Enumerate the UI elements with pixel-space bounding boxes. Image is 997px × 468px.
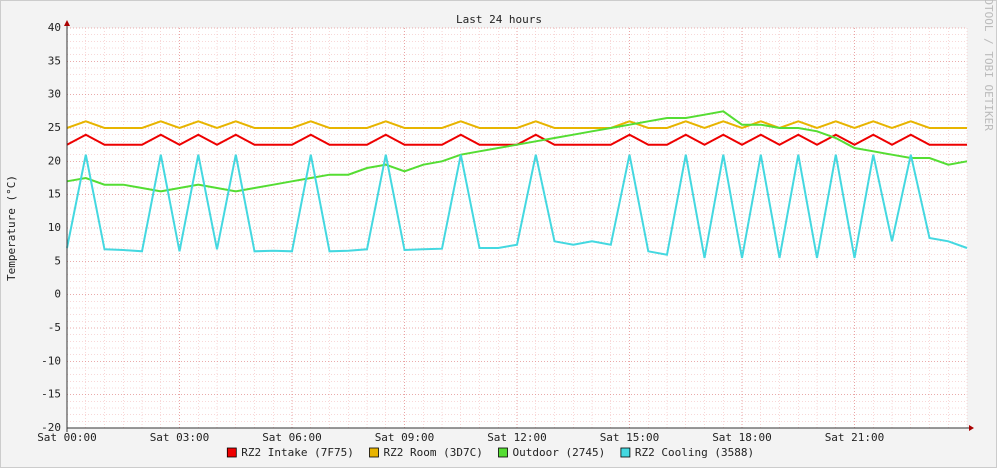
y-tick-label: 20 — [48, 154, 61, 167]
x-tick-label: Sat 09:00 — [375, 431, 435, 444]
y-tick-label: 15 — [48, 188, 61, 201]
x-tick-label: Sat 18:00 — [712, 431, 772, 444]
legend-swatch — [620, 447, 631, 458]
y-axis-label: Temperature (°C) — [5, 175, 18, 281]
x-tick-label: Sat 12:00 — [487, 431, 547, 444]
series-line — [66, 110, 968, 193]
grid — [66, 27, 968, 429]
y-tick-label: 35 — [48, 54, 61, 67]
legend-swatch — [498, 447, 508, 458]
y-tick-label: -5 — [48, 321, 61, 334]
legend-swatch — [226, 447, 237, 458]
y-arrow — [64, 20, 70, 26]
x-tick-label: Sat 15:00 — [600, 431, 660, 444]
legend-label: RZ2 Intake (7F75) — [241, 446, 354, 459]
legend-swatch — [369, 447, 379, 458]
legend-label: RZ2 Cooling (3588) — [635, 446, 754, 459]
x-tick-label: Sat 06:00 — [262, 431, 322, 444]
lines — [66, 110, 968, 259]
y-tick-label: 0 — [54, 288, 61, 301]
series-line — [66, 154, 968, 259]
y-tick-label: -10 — [41, 354, 61, 367]
x-arrow — [969, 425, 974, 431]
y-tick-label: 5 — [54, 254, 61, 267]
y-tick-label: -15 — [41, 388, 61, 401]
x-tick-label: Sat 00:00 — [37, 431, 97, 444]
legend-label: Outdoor (2745) — [513, 446, 606, 459]
legend-label: RZ2 Room (3D7C) — [384, 446, 483, 459]
y-tick-label: 10 — [48, 221, 61, 234]
y-tick-label: 25 — [48, 121, 61, 134]
series-line — [66, 120, 967, 130]
y-tick-label: 40 — [48, 21, 61, 34]
y-tick-label: -20 — [41, 421, 61, 434]
legend: RZ2 Intake (7F75) RZ2 Room (3D7C) Outdoor … — [226, 446, 754, 459]
chart-title: Last 24 hours — [456, 13, 542, 26]
x-tick-label: Sat 21:00 — [825, 431, 885, 444]
watermark: RRDTOOL / TOBI OETIKER — [982, 0, 995, 131]
x-tick-label: Sat 03:00 — [150, 431, 210, 444]
y-tick-label: 30 — [48, 88, 61, 101]
